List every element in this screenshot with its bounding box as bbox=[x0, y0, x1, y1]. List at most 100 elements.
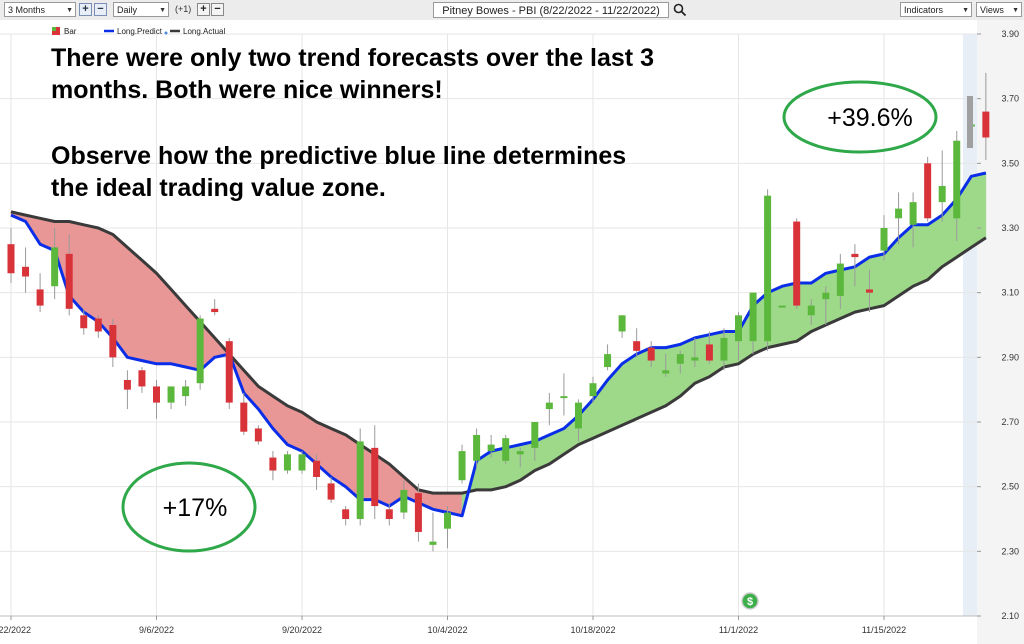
indicators-select[interactable]: Indicators ▼ bbox=[900, 2, 972, 17]
candle bbox=[647, 341, 655, 368]
candle-body bbox=[982, 111, 990, 138]
x-tick-label: 9/20/2022 bbox=[282, 625, 322, 635]
candle-body bbox=[400, 489, 408, 513]
candle-body bbox=[895, 208, 903, 219]
period-increase-button[interactable]: + bbox=[79, 3, 92, 16]
annotation-line-4: the ideal trading value zone. bbox=[51, 174, 386, 202]
views-select[interactable]: Views ▼ bbox=[976, 2, 1022, 17]
candle-body bbox=[822, 292, 830, 300]
candle bbox=[938, 150, 946, 222]
candle bbox=[109, 318, 117, 368]
candle bbox=[429, 512, 437, 552]
candle bbox=[735, 312, 742, 361]
candle bbox=[196, 315, 204, 390]
value-zone-segment bbox=[621, 353, 637, 426]
legend-actual-label: Long.Actual bbox=[183, 27, 225, 36]
x-tick-label: 10/4/2022 bbox=[427, 625, 467, 635]
y-tick-label: 3.30 bbox=[1001, 223, 1019, 233]
candle bbox=[254, 425, 262, 445]
annotation-line-2: months. Both were nice winners! bbox=[51, 76, 443, 104]
candle bbox=[836, 253, 844, 309]
candle bbox=[633, 328, 641, 358]
candle bbox=[22, 247, 30, 293]
candle bbox=[153, 379, 160, 419]
period-decrease-button[interactable]: − bbox=[94, 3, 107, 16]
candle bbox=[574, 399, 582, 442]
candle bbox=[123, 370, 131, 410]
candle-body bbox=[516, 451, 524, 455]
candle bbox=[225, 337, 233, 410]
candle bbox=[167, 386, 175, 410]
candle bbox=[182, 379, 190, 406]
candle-body bbox=[123, 379, 131, 390]
candle bbox=[822, 286, 830, 325]
candle-body bbox=[502, 438, 510, 461]
dividend-marker-circle bbox=[741, 592, 759, 610]
candle-body bbox=[531, 422, 539, 448]
candle-body bbox=[938, 185, 946, 203]
chevron-down-icon: ▼ bbox=[1012, 7, 1019, 14]
candle-body bbox=[211, 308, 219, 313]
value-zone-segment bbox=[912, 224, 928, 287]
candle bbox=[444, 506, 451, 549]
chevron-down-icon: ▼ bbox=[66, 7, 73, 14]
candle-body bbox=[342, 509, 350, 519]
candle bbox=[342, 506, 350, 526]
candle bbox=[356, 428, 364, 526]
offset-decrease-button[interactable]: − bbox=[211, 3, 224, 16]
candle-body bbox=[924, 163, 932, 219]
candle bbox=[51, 228, 59, 300]
candle bbox=[880, 215, 888, 261]
interval-select[interactable]: Daily ▼ bbox=[113, 2, 169, 17]
y-tick-label: 2.50 bbox=[1001, 482, 1019, 492]
x-tick-label: 8/22/2022 bbox=[0, 625, 31, 635]
candle-body bbox=[851, 253, 859, 258]
candle bbox=[458, 444, 466, 484]
candle bbox=[516, 447, 524, 468]
candle bbox=[65, 234, 73, 316]
value-zone-segment bbox=[970, 172, 987, 248]
candle-body bbox=[807, 305, 815, 316]
candle-body bbox=[385, 509, 393, 519]
candle-body bbox=[865, 289, 873, 293]
legend-predict-label: Long.Predict bbox=[117, 27, 163, 36]
candle-body bbox=[545, 402, 553, 410]
offset-label: (+1) bbox=[175, 4, 192, 14]
candle-body bbox=[560, 396, 568, 399]
scroll-handle[interactable] bbox=[967, 96, 973, 148]
candle bbox=[487, 434, 495, 458]
candle bbox=[895, 192, 903, 245]
dividend-marker[interactable]: $ bbox=[741, 592, 759, 610]
candle-body bbox=[51, 247, 59, 287]
legend-bar-swatch-up bbox=[52, 27, 56, 31]
candle-body bbox=[473, 434, 481, 461]
y-tick-label: 2.30 bbox=[1001, 546, 1019, 556]
candle-body bbox=[240, 402, 248, 432]
candle bbox=[269, 451, 277, 481]
trend-lines bbox=[10, 171, 987, 518]
search-icon[interactable] bbox=[673, 3, 687, 17]
candle-body bbox=[880, 228, 888, 251]
value-zone-segment bbox=[83, 224, 99, 323]
candle bbox=[589, 376, 597, 403]
candle-body bbox=[574, 402, 582, 429]
candle-body bbox=[65, 253, 73, 309]
candle-body bbox=[269, 457, 277, 471]
x-axis: 8/22/2022 9/6/2022 9/20/2022 10/4/2022 10/18… bbox=[0, 615, 977, 635]
price-chart[interactable]: 3.90 3.70 3.50 3.30 3.10 2.90 2.70 2.50 2.30 2.10… bbox=[0, 20, 1024, 644]
legend-dot bbox=[164, 31, 168, 35]
offset-increase-button[interactable]: + bbox=[197, 3, 210, 16]
indicators-label: Indicators bbox=[904, 5, 944, 15]
candle-body bbox=[80, 315, 88, 329]
candle bbox=[385, 502, 393, 526]
long-predict-line bbox=[10, 171, 987, 518]
candle-body bbox=[735, 315, 742, 342]
candle-body bbox=[589, 383, 597, 397]
candle-body bbox=[283, 454, 291, 471]
candle-body bbox=[225, 341, 233, 403]
y-tick-label: 3.50 bbox=[1001, 158, 1019, 168]
period-label: 3 Months bbox=[8, 5, 46, 15]
period-select[interactable]: 3 Months ▼ bbox=[4, 2, 76, 17]
candle bbox=[720, 328, 728, 371]
value-zone-segment bbox=[127, 246, 143, 361]
